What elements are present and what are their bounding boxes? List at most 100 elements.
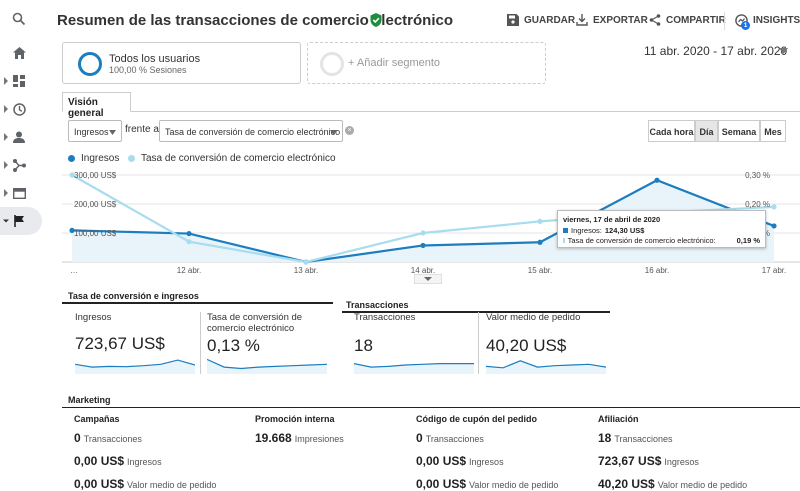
sparkline [354,362,474,374]
metric-card-conversion-rate[interactable]: Tasa de conversión de comercio electróni… [207,312,327,374]
chart-tooltip: viernes, 17 de abril de 2020 Ingresos: 1… [557,210,766,248]
legend-primary-label: Ingresos [81,153,120,164]
conversions-icon[interactable] [10,212,28,230]
insights-button-label: INSIGHTS [753,15,800,26]
report-header: Resumen de las transacciones de comercio… [42,0,800,40]
marketing-heading: Código de cupón del pedido [416,414,537,424]
granularity-hourly[interactable]: Cada hora [648,120,695,142]
secondary-metric-select[interactable]: Tasa de conversión de comercio electróni… [159,120,343,142]
sparkline-area [486,360,606,374]
marketing-section-title: Marketing [68,395,111,405]
search-icon[interactable] [10,10,28,28]
granularity-day[interactable]: Día [695,120,718,142]
save-button-label: GUARDAR [524,14,576,26]
expand-caret-icon[interactable] [3,189,9,197]
collapse-caret-icon[interactable] [3,217,9,225]
legend-primary: Ingresos [68,153,119,164]
marketing-campaigns[interactable]: Campañas 0 Transacciones 0,00 US$ Ingresos… [74,414,216,491]
primary-data-point [654,177,660,183]
marketing-value: 18 [598,431,612,445]
secondary-data-point [537,218,543,224]
marketing-unit: Valor medio de pedido [127,480,217,490]
y-axis-left-tick-label: 100,00 US$ [74,229,117,238]
secondary-data-point [186,239,192,245]
customization-icon[interactable] [10,72,28,90]
expand-caret-icon[interactable] [3,105,9,113]
card-value: 0,13 % [207,336,260,355]
tooltip-primary-value: 124,30 US$ [604,226,645,235]
secondary-metric-value: Tasa de conversión de comercio electróni… [165,127,341,137]
marketing-unit: Ingresos [127,457,162,467]
section-underline [342,311,610,313]
marketing-value: 0 [74,431,81,445]
home-icon[interactable] [10,44,28,62]
sparkline-line [75,359,195,368]
save-button[interactable]: GUARDAR [507,14,575,26]
secondary-data-point [420,230,426,236]
insights-button[interactable]: 1 INSIGHTS [735,14,800,30]
marketing-value: 0,00 US$ [416,454,467,468]
versus-label: frente a [125,124,159,135]
marketing-value: 0 [416,431,423,445]
marketing-value: 19.668 [255,431,292,445]
behavior-icon[interactable] [10,184,28,202]
section-underline [62,302,333,304]
marketing-affiliation[interactable]: Afiliación 18 Transacciones 723,67 US$ Ing… [598,414,747,491]
date-range-picker[interactable]: 11 abr. 2020 - 17 abr. 2020 [644,44,788,58]
add-segment-button[interactable]: + Añadir segmento [307,42,546,84]
primary-data-point [420,242,426,249]
expand-caret-icon[interactable] [3,133,9,141]
granularity-week[interactable]: Semana [718,120,760,142]
tab-overview[interactable]: Visión general [62,92,131,119]
y-axis-left-tick-label: 300,00 US$ [74,171,117,180]
export-icon [576,14,588,26]
acquisition-icon[interactable] [10,156,28,174]
expand-caret-icon[interactable] [3,77,9,85]
x-axis-tick-label: … [70,266,78,275]
primary-metric-value: Ingresos [74,127,109,137]
secondary-data-point [771,204,777,210]
share-button[interactable]: COMPARTIR [649,14,726,26]
secondary-data-point [69,172,75,178]
card-value: 40,20 US$ [486,336,567,355]
marketing-heading: Afiliación [598,414,639,424]
insights-icon: 1 [735,14,750,30]
sparkline-line [207,358,327,370]
segment-name: Todos los usuarios [109,53,201,65]
y-axis-right-tick-label: 0,30 % [745,171,770,180]
segment-all-users[interactable]: Todos los usuarios 100,00 % Sesiones [62,42,301,84]
legend-secondary: Tasa de conversión de comercio electróni… [128,153,336,164]
primary-metric-select[interactable]: Ingresos [68,120,122,142]
granularity-month[interactable]: Mes [760,120,786,142]
chevron-down-icon [109,130,116,135]
chart-collapse-handle[interactable] [414,274,442,284]
tooltip-secondary-swatch [563,238,565,243]
marketing-coupon-code[interactable]: Código de cupón del pedido 0 Transaccione… [416,414,558,491]
section-conversion-revenue-title: Tasa de conversión e ingresos [68,291,199,301]
marketing-value: 0,00 US$ [74,454,125,468]
export-button[interactable]: EXPORTAR [576,14,648,26]
chevron-down-icon[interactable] [779,48,788,54]
sparkline-line [354,362,474,368]
marketing-internal-promotion[interactable]: Promoción interna 19.668 Impresiones [255,414,344,447]
primary-data-point [537,239,543,245]
marketing-unit: Transacciones [614,434,673,444]
metric-card-revenue[interactable]: Ingresos 723,67 US$ [75,312,195,374]
marketing-underline [62,407,800,408]
primary-data-point [771,223,777,229]
audience-icon[interactable] [10,128,28,146]
card-value: 723,67 US$ [75,334,165,353]
remove-secondary-metric-icon[interactable]: × [345,126,354,135]
metric-card-avg-order-value[interactable]: Valor medio de pedido 40,20 US$ [486,312,606,374]
card-label: Valor medio de pedido [486,312,581,323]
expand-caret-icon[interactable] [3,161,9,169]
marketing-unit: Transacciones [425,434,484,444]
sparkline-area [354,363,474,374]
realtime-icon[interactable] [10,100,28,118]
marketing-value: 723,67 US$ [598,454,662,468]
share-button-label: COMPARTIR [666,14,726,26]
x-axis-tick-label: 14 abr. [411,266,435,275]
marketing-unit: Ingresos [469,457,504,467]
metric-card-transactions[interactable]: Transacciones 18 [354,312,474,374]
marketing-value: 0,00 US$ [74,477,125,491]
